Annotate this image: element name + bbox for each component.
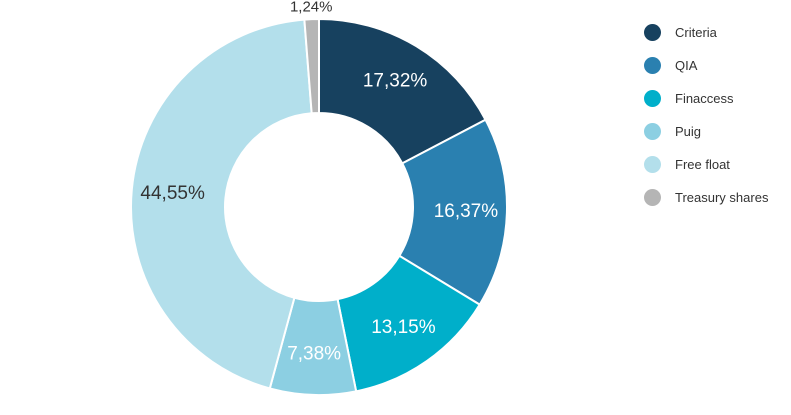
legend-label: Finaccess — [675, 91, 734, 106]
data-label-puig: 7,38% — [287, 343, 341, 364]
legend-item-puig: Puig — [644, 115, 768, 148]
legend-swatch — [644, 189, 661, 206]
legend-swatch — [644, 156, 661, 173]
data-label-qia: 16,37% — [434, 201, 499, 222]
data-label-free-float: 44,55% — [140, 183, 205, 204]
slice-free-float — [130, 18, 313, 390]
legend-swatch — [644, 57, 661, 74]
legend-item-treasury-shares: Treasury shares — [644, 181, 768, 214]
legend-item-finaccess: Finaccess — [644, 82, 768, 115]
slice-treasury-shares — [303, 17, 320, 115]
legend-swatch — [644, 90, 661, 107]
legend-item-qia: QIA — [644, 49, 768, 82]
data-label-criteria: 17,32% — [363, 71, 428, 92]
legend-label: Treasury shares — [675, 190, 769, 205]
legend-label: Free float — [675, 157, 730, 172]
legend-label: QIA — [675, 58, 698, 73]
legend-item-free-float: Free float — [644, 148, 768, 181]
data-label-finaccess: 13,15% — [371, 317, 436, 338]
legend-label: Criteria — [675, 25, 717, 40]
legend-swatch — [644, 24, 661, 41]
data-label-treasury-shares: 1,24% — [290, 0, 333, 16]
slice-criteria — [318, 17, 487, 165]
chart-legend: Criteria QIA Finaccess Puig Free float Treasu… — [644, 16, 768, 214]
slice-qia — [397, 118, 508, 306]
legend-label: Puig — [675, 124, 702, 139]
legend-swatch — [644, 123, 661, 140]
legend-item-criteria: Criteria — [644, 16, 768, 49]
